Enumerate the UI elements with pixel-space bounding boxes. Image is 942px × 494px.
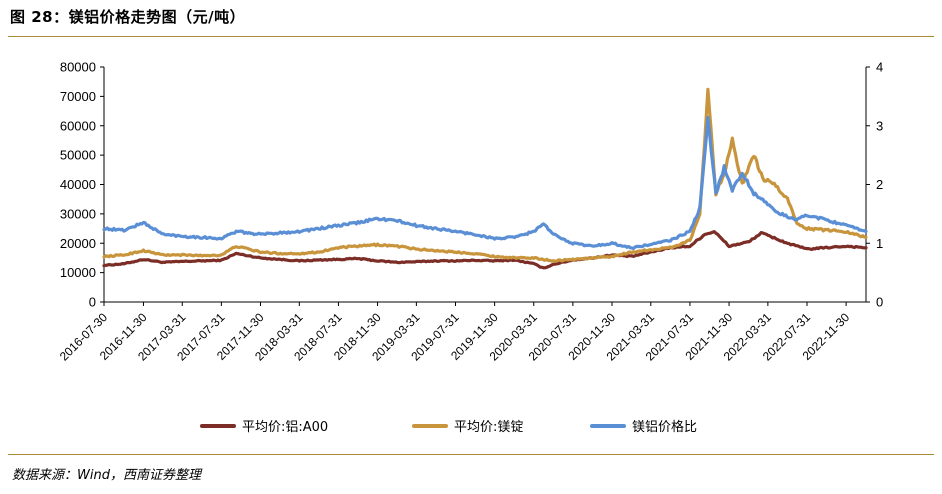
legend-item-ratio: 镁铝价格比 bbox=[590, 416, 697, 435]
series-line-ratio bbox=[102, 115, 868, 251]
source-note: 数据来源：Wind，西南证券整理 bbox=[12, 468, 201, 483]
right-y-tick-label: 0 bbox=[876, 295, 883, 310]
left-y-tick-label: 40000 bbox=[60, 177, 96, 192]
series-line-aluminum bbox=[102, 230, 868, 270]
legend-label-ratio: 镁铝价格比 bbox=[632, 420, 698, 435]
series-lines-group bbox=[102, 87, 868, 270]
left-y-tick-label: 20000 bbox=[60, 236, 96, 251]
series-line-magnesium bbox=[102, 87, 868, 263]
left-y-tick-label: 10000 bbox=[60, 265, 96, 280]
legend-swatch-magnesium bbox=[412, 423, 448, 428]
legend-item-magnesium: 平均价:镁锭 bbox=[412, 416, 523, 435]
legend-label-aluminum: 平均价:铝:A00 bbox=[242, 420, 329, 435]
top-divider bbox=[8, 36, 934, 37]
left-y-tick-label: 60000 bbox=[60, 118, 96, 133]
chart-title: 图 28：镁铝价格走势图（元/吨） bbox=[10, 8, 246, 26]
legend-item-aluminum: 平均价:铝:A00 bbox=[200, 416, 328, 435]
legend-swatch-aluminum bbox=[200, 423, 236, 428]
left-y-tick-label: 80000 bbox=[60, 60, 96, 75]
left-y-tick-label: 0 bbox=[89, 295, 96, 310]
legend-swatch-ratio bbox=[590, 423, 626, 428]
right-y-tick-label: 3 bbox=[876, 118, 883, 133]
right-y-tick-label: 1 bbox=[876, 236, 883, 251]
legend: 平均价:铝:A00 平均价:镁锭 镁铝价格比 bbox=[0, 416, 942, 440]
chart-canvas: 0 10000 20000 30000 40000 50000 60000 70000 8000… bbox=[57, 60, 883, 364]
left-y-tick-label: 50000 bbox=[60, 148, 96, 163]
axes-group: 0 10000 20000 30000 40000 50000 60000 70000 8000… bbox=[57, 60, 883, 364]
right-y-tick-label: 4 bbox=[876, 60, 883, 75]
left-y-tick-label: 70000 bbox=[60, 89, 96, 104]
left-y-tick-label: 30000 bbox=[60, 206, 96, 221]
bottom-divider bbox=[8, 454, 934, 455]
legend-label-magnesium: 平均价:镁锭 bbox=[454, 420, 524, 435]
right-y-tick-label: 2 bbox=[876, 177, 883, 192]
